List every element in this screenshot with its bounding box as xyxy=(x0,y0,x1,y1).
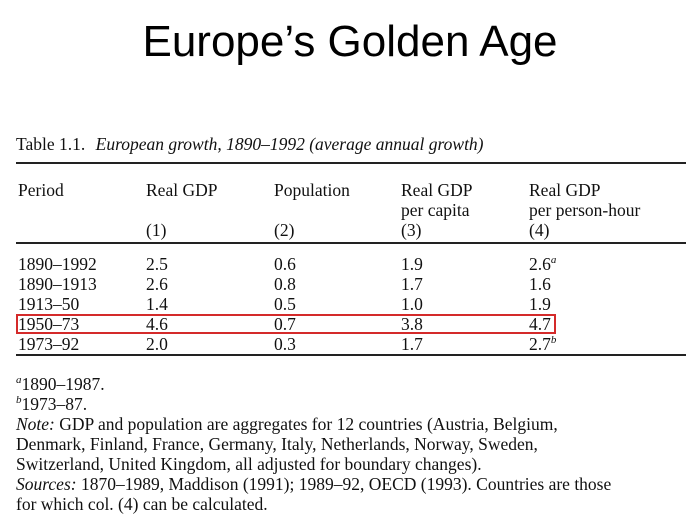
footnote-b: b1973–87. xyxy=(16,394,692,414)
cell-gdp-per-hour: 1.9 xyxy=(529,294,551,314)
sources-label: Sources: xyxy=(16,474,77,494)
cell-population: 0.5 xyxy=(274,294,296,314)
table-row: 1890–1913 2.6 0.8 1.7 1.6 xyxy=(16,274,686,294)
cell-population: 0.3 xyxy=(274,334,296,354)
col-index-2: (2) xyxy=(274,220,295,240)
sources-line: for which col. (4) can be calculated. xyxy=(16,494,268,514)
table-header-rule xyxy=(16,242,686,244)
footnote-b-mark: b xyxy=(16,394,22,406)
note-text-1: GDP and population are aggregates for 12… xyxy=(54,414,558,434)
table-notes: a1890–1987. b1973–87. Note: GDP and popu… xyxy=(16,374,692,514)
highlight-box-1950-73 xyxy=(16,314,556,334)
cell-real-gdp: 2.0 xyxy=(146,334,168,354)
cell-gdp-per-hour: 2.7b xyxy=(529,334,556,354)
cell-gdp-per-capita: 1.7 xyxy=(401,334,423,354)
cell-real-gdp: 1.4 xyxy=(146,294,168,314)
sources-text-1: 1870–1989, Maddison (1991); 1989–92, OEC… xyxy=(76,474,612,494)
cell-period: 1890–1913 xyxy=(18,274,97,294)
footnote-b-text: 1973–87. xyxy=(21,394,88,414)
table-caption: Table 1.1. European growth, 1890–1992 (a… xyxy=(16,134,484,155)
cell-real-gdp: 2.5 xyxy=(146,254,168,274)
footnote-a-mark: a xyxy=(16,374,22,386)
table-bottom-rule xyxy=(16,354,686,356)
footnote-a: a1890–1987. xyxy=(16,374,692,394)
cell-population: 0.8 xyxy=(274,274,296,294)
cell-gdp-per-capita: 1.9 xyxy=(401,254,423,274)
note-line: Switzerland, United Kingdom, all adjuste… xyxy=(16,454,482,474)
cell-gdp-per-hour: 4.7 xyxy=(529,314,551,334)
col-subheader-per-capita: per capita xyxy=(401,200,470,220)
col-header-real-gdp: Real GDP xyxy=(146,180,218,200)
col-subheader-per-person-hour: per person-hour xyxy=(529,200,641,220)
footnote-a-text: 1890–1987. xyxy=(21,374,105,394)
cell-population: 0.6 xyxy=(274,254,296,274)
table-caption-text: European growth, 1890–1992 (average annu… xyxy=(95,134,484,154)
footnote-mark-a: a xyxy=(550,254,557,266)
cell-period: 1973–92 xyxy=(18,334,80,354)
slide-title: Europe’s Golden Age xyxy=(142,17,558,66)
footnote-mark-b: b xyxy=(550,334,557,346)
cell-gdp-per-hour-value: 2.6 xyxy=(529,254,551,274)
table-row-highlighted: 1950–73 4.6 0.7 3.8 4.7 xyxy=(16,314,686,334)
sources-line: Sources: 1870–1989, Maddison (1991); 198… xyxy=(16,474,692,494)
cell-real-gdp: 4.6 xyxy=(146,314,168,334)
col-index-4: (4) xyxy=(529,220,550,240)
cell-population: 0.7 xyxy=(274,314,296,334)
table-row: 1973–92 2.0 0.3 1.7 2.7b xyxy=(16,334,686,354)
cell-gdp-per-capita: 3.8 xyxy=(401,314,423,334)
col-header-population: Population xyxy=(274,180,350,200)
table-top-rule xyxy=(16,162,686,164)
table-row: 1913–50 1.4 0.5 1.0 1.9 xyxy=(16,294,686,314)
col-header-period: Period xyxy=(18,180,64,200)
cell-period: 1890–1992 xyxy=(18,254,97,274)
note-line: Denmark, Finland, France, Germany, Italy… xyxy=(16,434,538,454)
cell-gdp-per-capita: 1.0 xyxy=(401,294,423,314)
cell-gdp-per-hour-value: 2.7 xyxy=(529,334,551,354)
table-label: Table 1.1. xyxy=(16,134,86,154)
col-header-gdp-per-capita: Real GDP xyxy=(401,180,473,200)
cell-gdp-per-capita: 1.7 xyxy=(401,274,423,294)
cell-real-gdp: 2.6 xyxy=(146,274,168,294)
cell-period: 1950–73 xyxy=(18,314,80,334)
cell-gdp-per-hour: 2.6a xyxy=(529,254,556,274)
table-row: 1890–1992 2.5 0.6 1.9 2.6a xyxy=(16,254,686,274)
cell-period: 1913–50 xyxy=(18,294,80,314)
cell-gdp-per-hour: 1.6 xyxy=(529,274,551,294)
note-line: Note: GDP and population are aggregates … xyxy=(16,414,692,434)
col-header-gdp-per-hour: Real GDP xyxy=(529,180,601,200)
col-index-3: (3) xyxy=(401,220,422,240)
col-index-1: (1) xyxy=(146,220,167,240)
note-label: Note: xyxy=(16,414,55,434)
